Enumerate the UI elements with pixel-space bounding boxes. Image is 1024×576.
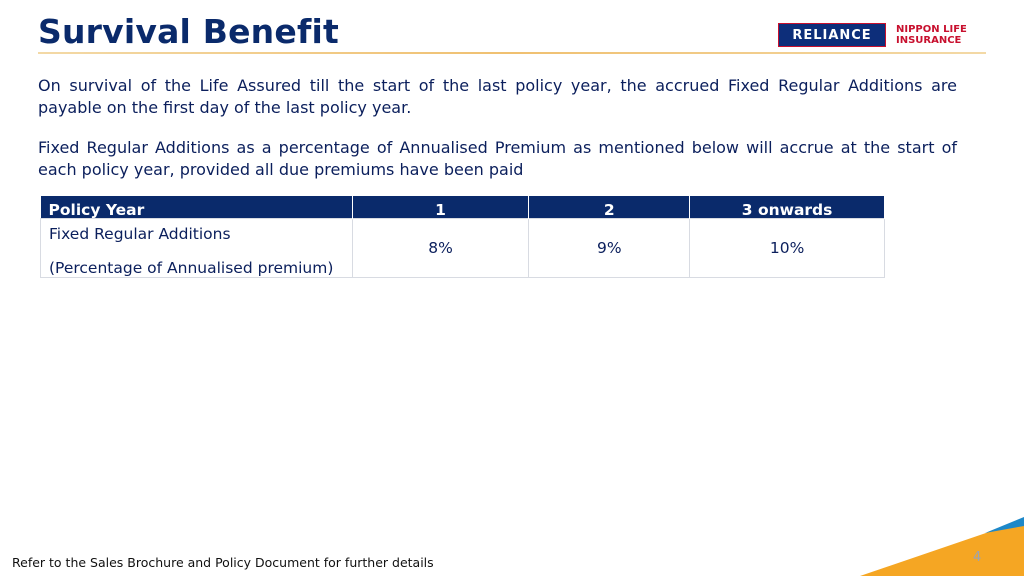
row-label-sub: (Percentage of Annualised premium) bbox=[49, 259, 334, 277]
value-year-1: 8% bbox=[351, 218, 530, 278]
table-header-row: Policy Year 1 2 3 onwards bbox=[40, 196, 885, 219]
row-label: Fixed Regular Additions bbox=[49, 225, 231, 243]
logo-brand: RELIANCE bbox=[778, 23, 886, 47]
footer-note: Refer to the Sales Brochure and Policy D… bbox=[12, 555, 434, 570]
header-policy-year: Policy Year bbox=[40, 196, 353, 219]
title-divider bbox=[38, 52, 986, 54]
page-number: 4 bbox=[973, 550, 982, 565]
row-label-cell: Fixed Regular Additions (Percentage of A… bbox=[40, 218, 353, 278]
blue-accent-shape bbox=[985, 517, 1024, 533]
logo-text: NIPPON LIFE INSURANCE bbox=[896, 24, 967, 46]
company-logo: RELIANCE NIPPON LIFE INSURANCE bbox=[778, 22, 988, 48]
header-year-3-onwards: 3 onwards bbox=[689, 196, 885, 219]
orange-accent-shape bbox=[860, 520, 1024, 576]
logo-line-2: INSURANCE bbox=[896, 35, 962, 46]
paragraph-fixed-additions: Fixed Regular Additions as a percentage … bbox=[38, 138, 957, 179]
page-title: Survival Benefit bbox=[38, 12, 339, 51]
header-year-1: 1 bbox=[352, 196, 530, 219]
paragraph-survival: On survival of the Life Assured till the… bbox=[38, 76, 957, 117]
value-year-3-onwards: 10% bbox=[689, 218, 885, 278]
table-row: Fixed Regular Additions (Percentage of A… bbox=[40, 218, 885, 278]
value-year-2: 9% bbox=[528, 218, 691, 278]
header-year-2: 2 bbox=[528, 196, 691, 219]
logo-line-1: NIPPON LIFE bbox=[896, 24, 967, 35]
additions-table: Policy Year 1 2 3 onwards Fixed Regular … bbox=[40, 196, 885, 278]
